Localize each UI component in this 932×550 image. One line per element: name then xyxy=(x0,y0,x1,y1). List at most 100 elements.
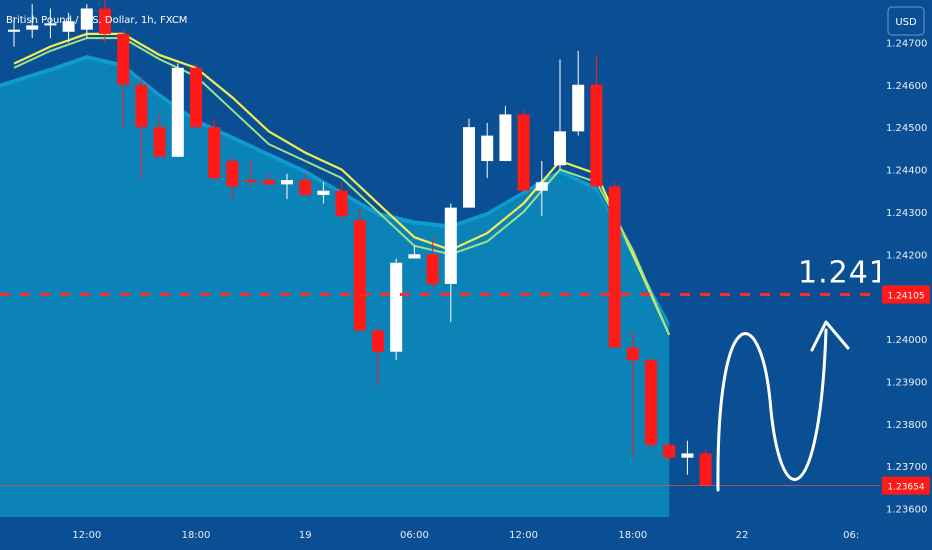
candle-body xyxy=(645,360,657,445)
candle[interactable] xyxy=(281,173,293,200)
x-tick-label: 12:00 xyxy=(72,530,101,541)
target-price-badge-text: 1.24105 xyxy=(887,292,924,302)
candle[interactable] xyxy=(572,50,585,136)
current-price-badge: 1.23654 xyxy=(882,476,930,495)
x-tick-label: 06: xyxy=(843,530,859,541)
candle[interactable] xyxy=(226,156,239,200)
candle-body xyxy=(572,84,585,132)
candle[interactable] xyxy=(426,237,439,289)
candle[interactable] xyxy=(153,114,166,157)
candle-body xyxy=(372,330,384,352)
chart-title: British Pound / U.S. Dollar, 1h, FXCM xyxy=(6,15,187,26)
x-tick-label: 06:00 xyxy=(400,530,429,541)
candle-body xyxy=(8,29,20,32)
x-tick-label: 19 xyxy=(299,530,312,541)
candle[interactable] xyxy=(554,59,566,170)
candle[interactable] xyxy=(8,16,20,47)
candle[interactable] xyxy=(463,118,475,208)
candle-body xyxy=(444,207,457,284)
x-tick-label: 22 xyxy=(736,530,749,541)
y-tick-label: 1.24500 xyxy=(886,123,927,134)
current-price-badge-text: 1.23654 xyxy=(887,483,924,493)
candle-body xyxy=(244,180,257,183)
candle-body xyxy=(335,190,348,217)
candle[interactable] xyxy=(608,182,621,348)
candle[interactable] xyxy=(390,258,403,361)
candle[interactable] xyxy=(335,182,348,221)
y-axis-ticks: 1.24700 1.24600 1.24500 1.24400 1.24300 1.242… xyxy=(886,38,927,515)
candle[interactable] xyxy=(645,355,657,450)
candle[interactable] xyxy=(590,55,603,187)
candle-body xyxy=(426,254,439,284)
candle-body xyxy=(135,84,148,128)
candle-body xyxy=(608,186,621,348)
candle-body xyxy=(663,444,676,458)
candle[interactable] xyxy=(62,12,75,43)
candle[interactable] xyxy=(117,29,130,128)
cloud-layer xyxy=(0,55,670,517)
cloud-band xyxy=(0,55,670,327)
candle[interactable] xyxy=(681,440,694,475)
candle[interactable] xyxy=(262,173,275,187)
candle-body xyxy=(681,453,694,458)
candle-body xyxy=(590,84,603,187)
candle-body xyxy=(353,220,366,331)
y-tick-label: 1.23700 xyxy=(886,462,927,473)
candle-body xyxy=(281,180,293,185)
arrow-head xyxy=(810,320,850,352)
candle-body xyxy=(117,33,130,85)
candle-body xyxy=(226,161,239,187)
candle-body xyxy=(699,453,712,486)
candle[interactable] xyxy=(135,76,148,178)
y-tick-label: 1.23900 xyxy=(886,377,927,388)
currency-button[interactable]: USD xyxy=(887,6,925,36)
candle[interactable] xyxy=(171,63,184,157)
candle[interactable] xyxy=(372,326,384,386)
candle-body xyxy=(62,21,75,32)
candle[interactable] xyxy=(190,63,202,128)
candle[interactable] xyxy=(499,105,512,162)
y-tick-label: 1.24400 xyxy=(886,166,927,177)
y-tick-label: 1.24000 xyxy=(886,335,927,346)
candle-body xyxy=(99,8,111,34)
price-axis[interactable] xyxy=(880,0,932,550)
candle[interactable] xyxy=(663,440,676,462)
currency-label: USD xyxy=(895,17,917,28)
candle[interactable] xyxy=(299,173,312,195)
candle[interactable] xyxy=(699,449,712,486)
y-tick-label: 1.24300 xyxy=(886,208,927,219)
candle[interactable] xyxy=(444,203,457,323)
candle-body xyxy=(499,114,512,162)
candle-body xyxy=(44,23,57,26)
candle[interactable] xyxy=(317,182,330,204)
candle[interactable] xyxy=(535,161,548,217)
candle[interactable] xyxy=(481,122,494,178)
candle-body xyxy=(535,182,548,191)
y-tick-label: 1.24600 xyxy=(886,81,927,92)
candle[interactable] xyxy=(408,245,421,259)
target-price-badge: 1.24105 xyxy=(882,285,930,304)
candle[interactable] xyxy=(208,118,221,183)
candle-body xyxy=(299,180,312,195)
candle[interactable] xyxy=(44,8,57,39)
candle[interactable] xyxy=(99,0,111,43)
price-levels xyxy=(0,293,880,487)
candle-body xyxy=(171,67,184,157)
candle[interactable] xyxy=(80,4,93,39)
x-tick-label: 18:00 xyxy=(618,530,647,541)
candle[interactable] xyxy=(26,4,39,39)
x-tick-label: 12:00 xyxy=(509,530,538,541)
candle-body xyxy=(626,347,639,361)
candle[interactable] xyxy=(626,330,639,458)
candle[interactable] xyxy=(244,161,257,187)
wave-path xyxy=(716,328,828,492)
x-tick-label: 18:00 xyxy=(182,530,211,541)
candle[interactable] xyxy=(517,110,530,191)
candles[interactable] xyxy=(8,0,712,486)
candle[interactable] xyxy=(353,207,366,331)
price-badges: 1.24105 1.23654 xyxy=(882,285,930,495)
candle-body xyxy=(517,114,530,191)
candle-body xyxy=(80,8,93,30)
